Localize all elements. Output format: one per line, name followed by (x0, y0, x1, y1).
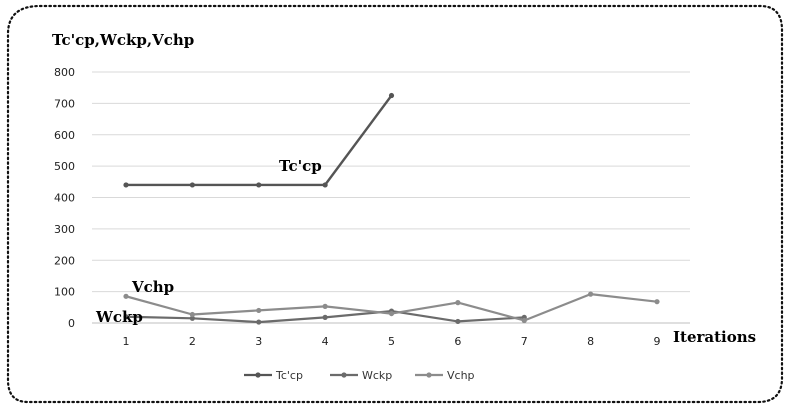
legend-label-wckp: Wckp (362, 369, 392, 382)
legend-marker-wckp (341, 372, 347, 378)
y-tick-300: 300 (54, 223, 75, 236)
x-tick-5: 5 (388, 335, 395, 348)
y-tick-600: 600 (54, 129, 75, 142)
legend-label-tccp: Tc'cp (275, 369, 303, 382)
point-wckp-4 (322, 314, 328, 320)
point-vchp-4 (322, 303, 328, 309)
point-vchp-5 (388, 310, 395, 317)
x-tick-6: 6 (454, 335, 461, 348)
x-tick-2: 2 (189, 335, 196, 348)
y-tick-700: 700 (54, 97, 75, 110)
point-vchp-1 (123, 293, 129, 299)
point-tccp-2 (189, 182, 195, 188)
legend-marker-vchp (426, 372, 432, 378)
gridlines (92, 71, 690, 324)
annotation-vchp: Vchp (131, 278, 174, 296)
series-vchp (123, 291, 660, 324)
legend-item-vchp: Vchp (415, 369, 475, 382)
x-tick-9: 9 (654, 335, 661, 348)
legend-label-vchp: Vchp (447, 369, 475, 382)
annotation-tccp: Tc'cp (279, 157, 322, 175)
point-tccp-4 (322, 182, 328, 188)
tick-labels: 0 100 200 300 400 500 600 700 800 1 2 3 4 5 6 7 8 9 (54, 66, 661, 348)
x-axis-label: Iterations (673, 328, 756, 346)
y-axis-label: Tc'cp,Wckp,Vchp (52, 31, 194, 49)
point-wckp-3 (256, 319, 262, 325)
point-wckp-1 (123, 314, 129, 320)
x-tick-1: 1 (123, 335, 130, 348)
y-tick-800: 800 (54, 66, 75, 79)
point-vchp-3 (256, 307, 262, 314)
series-tccp (123, 92, 395, 188)
x-tick-3: 3 (255, 335, 262, 348)
x-tick-8: 8 (587, 335, 594, 348)
series-lines (123, 92, 660, 325)
y-tick-100: 100 (54, 286, 75, 299)
x-tick-7: 7 (521, 335, 528, 348)
legend-marker-tccp (255, 372, 261, 378)
point-tccp-5 (388, 92, 395, 99)
point-vchp-8 (588, 291, 594, 297)
point-vchp-9 (654, 299, 660, 305)
legend: Tc'cp Wckp Vchp (244, 369, 475, 382)
point-tccp-1 (123, 182, 129, 188)
series-line-tccp (126, 94, 393, 187)
series-wckp (123, 308, 527, 325)
legend-item-wckp: Wckp (330, 369, 392, 382)
point-wckp-2 (189, 315, 195, 321)
y-tick-200: 200 (54, 254, 75, 267)
y-tick-500: 500 (54, 160, 75, 173)
dotted-frame (6, 4, 784, 404)
annotation-wckp: Wckp (95, 308, 143, 326)
y-tick-0: 0 (68, 317, 75, 330)
point-vchp-6 (455, 300, 461, 306)
y-tick-400: 400 (54, 192, 75, 205)
legend-item-tccp: Tc'cp (244, 369, 303, 382)
point-tccp-3 (256, 182, 262, 188)
point-vchp-7 (521, 317, 527, 324)
point-wckp-6 (455, 318, 461, 325)
series-line-vchp (125, 293, 658, 322)
x-tick-4: 4 (322, 335, 329, 348)
point-vchp-2 (189, 311, 195, 318)
